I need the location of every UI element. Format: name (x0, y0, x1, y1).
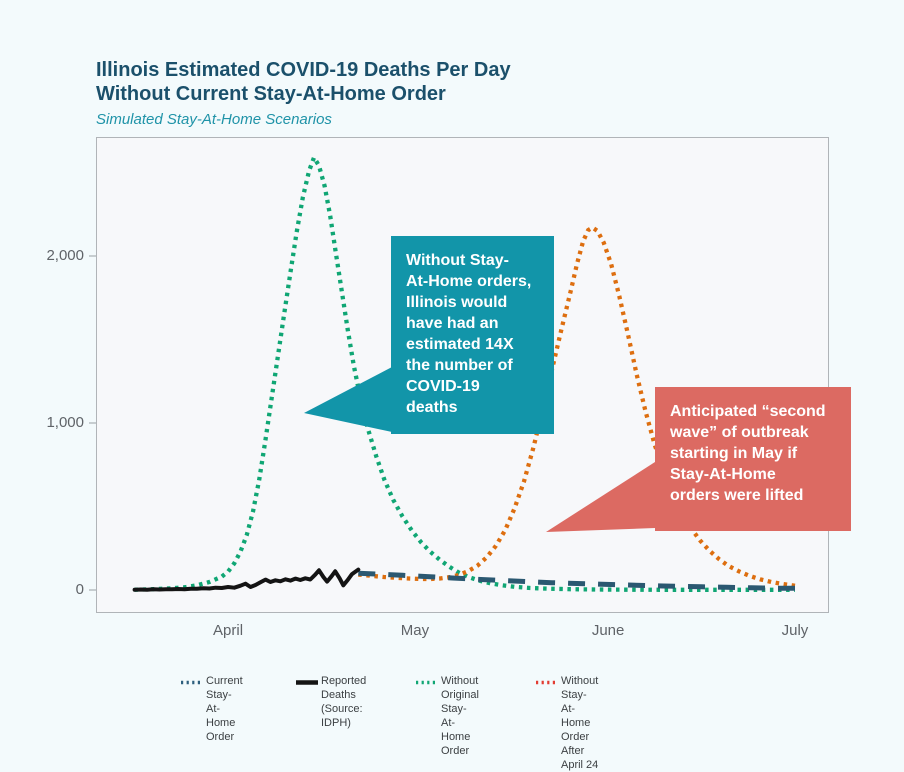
dotted-line-swatch-icon (416, 680, 438, 685)
legend-label: Without Original Stay-At-Home Order (441, 675, 479, 757)
dotted-line-swatch-icon (536, 680, 558, 685)
y-tick-label: 1,000 (46, 414, 84, 431)
x-tick-label: July (781, 622, 809, 639)
callout-teal-tail (304, 367, 392, 432)
x-tick-label: May (400, 622, 430, 639)
legend-label: Without Stay-At-Home Order After April 2… (561, 675, 599, 771)
series-without-original-stay-at-home-line (134, 152, 795, 592)
x-tick-label: June (591, 622, 625, 639)
solid-line-swatch-icon (296, 680, 318, 685)
callout-without-orders: Without Stay- At-Home orders, Illinois w… (391, 236, 554, 434)
x-tick-label: April (213, 622, 244, 639)
y-tick-label: 0 (75, 581, 84, 598)
series-reported-deaths-line (132, 567, 361, 592)
y-axis-tick-marks (89, 255, 96, 591)
callout-second-wave: Anticipated “second wave” of outbreak st… (655, 387, 851, 531)
series-current-stay-at-home-line (358, 570, 796, 591)
series-without-order-after-april-24-line (358, 225, 796, 588)
dotted-line-swatch-icon (181, 680, 203, 685)
legend-label: Reported Deaths (Source: IDPH) (321, 675, 367, 729)
y-tick-label: 2,000 (46, 247, 84, 264)
legend-label: Current Stay-At- Home Order (206, 675, 243, 743)
chart-legend: Current Stay-At- Home Order Reported Dea… (0, 672, 904, 771)
page-subtitle: Simulated Stay-At-Home Scenarios (96, 111, 332, 128)
page-title: Illinois Estimated COVID-19 Deaths Per D… (96, 59, 511, 105)
callout-red-tail (546, 462, 655, 532)
